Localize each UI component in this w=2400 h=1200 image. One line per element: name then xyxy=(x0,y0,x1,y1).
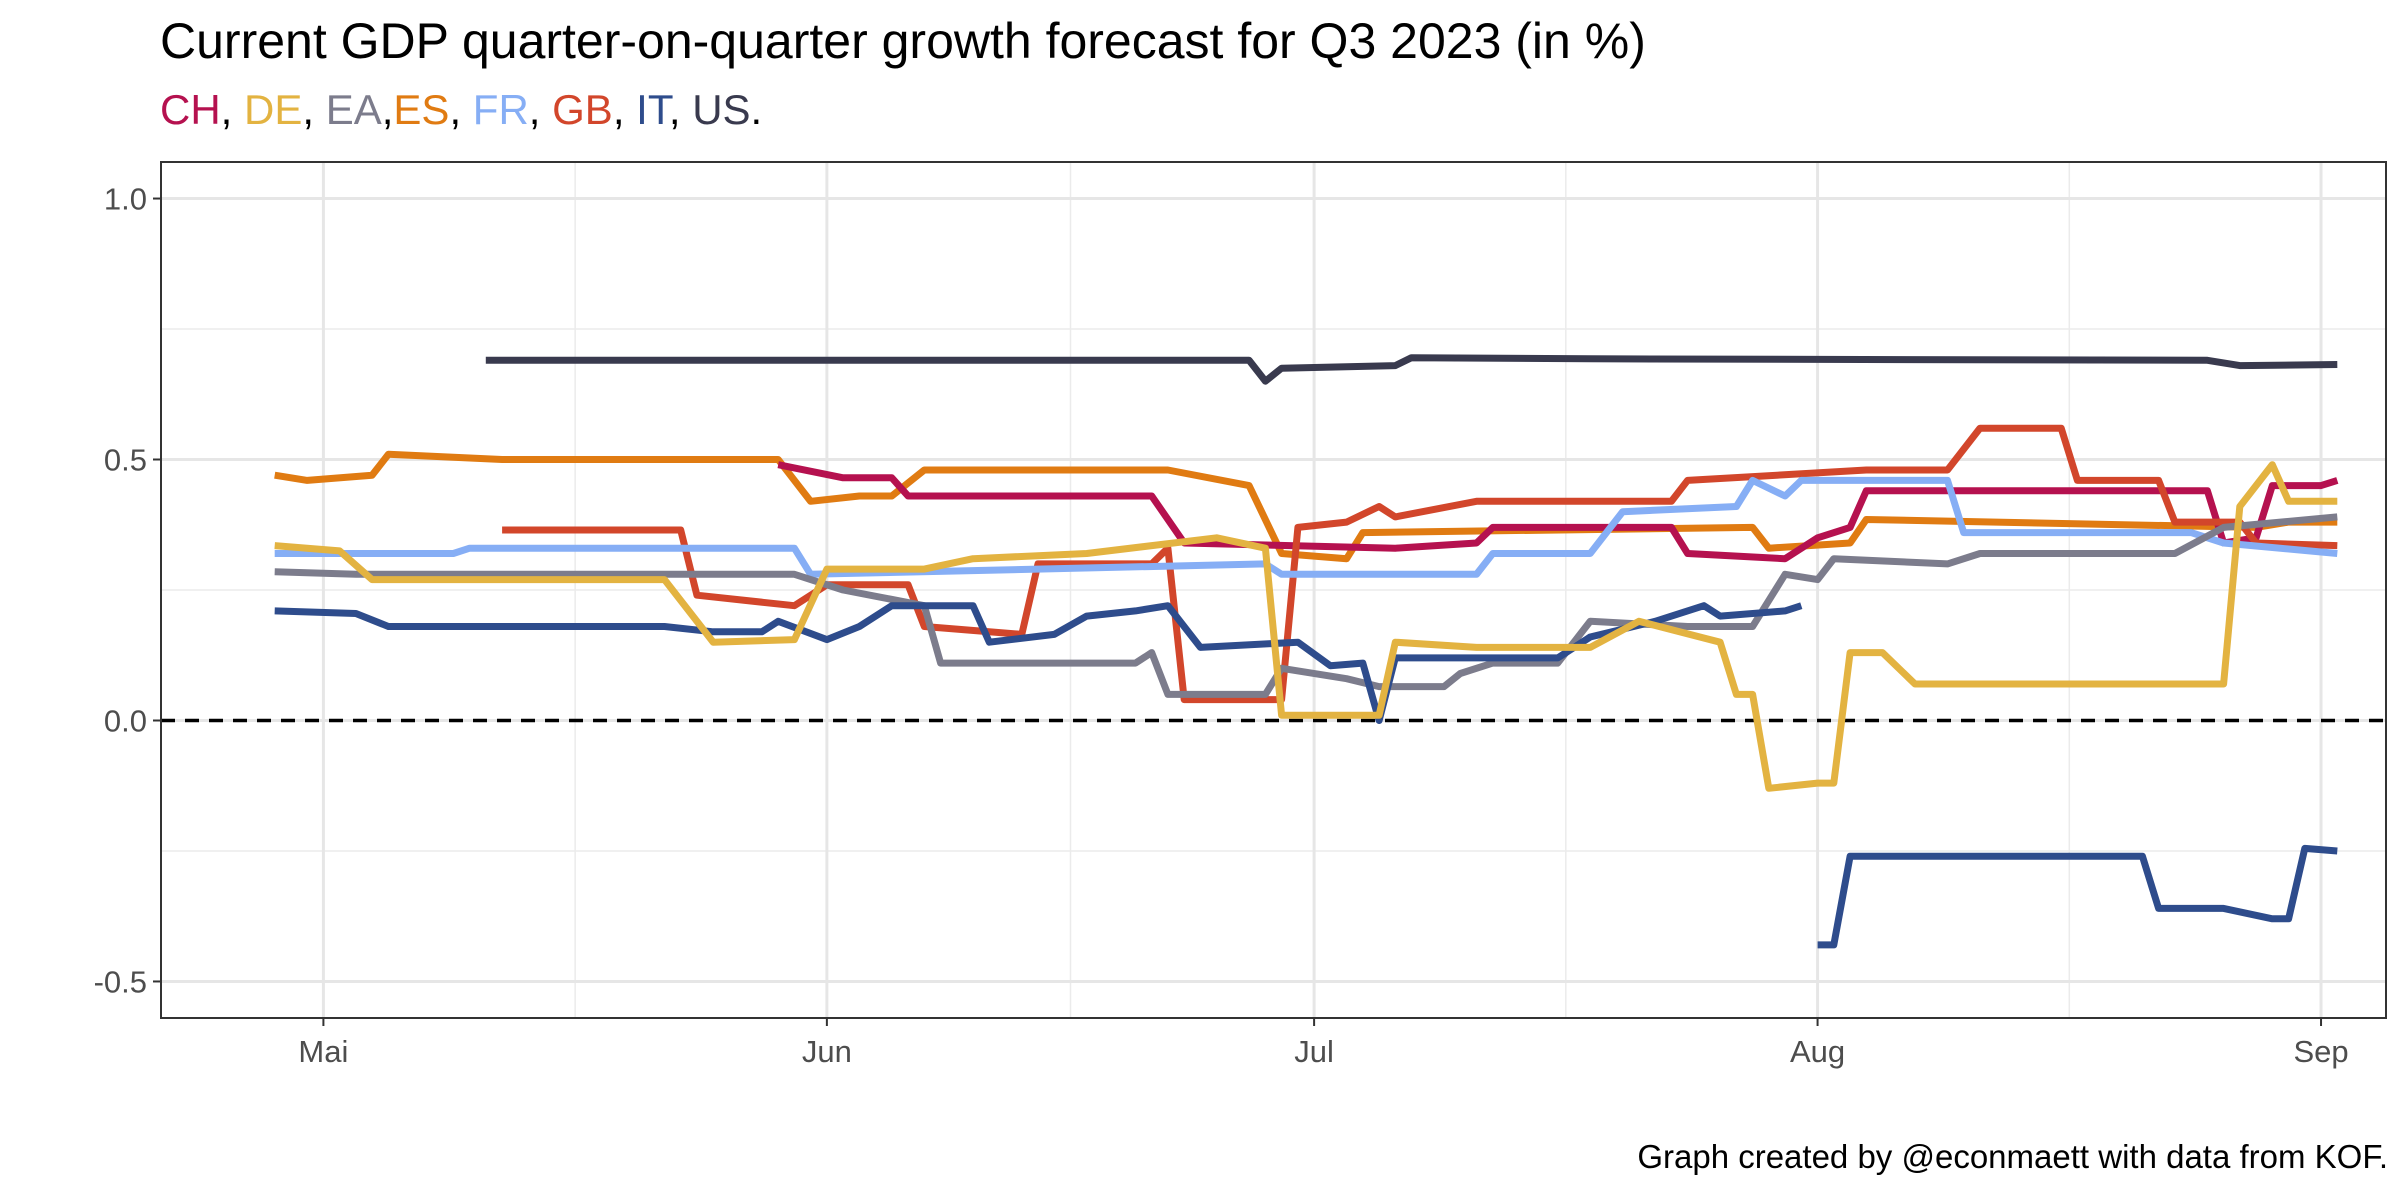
subtitle-part-8: FR xyxy=(472,86,529,133)
y-tick-label: 0.0 xyxy=(104,703,147,738)
x-tick-label: Mai xyxy=(298,1034,348,1069)
subtitle-part-15: . xyxy=(750,86,763,133)
series-line-it xyxy=(274,602,1803,724)
subtitle-part-0: CH xyxy=(160,86,221,133)
series-line-ea xyxy=(274,513,2338,698)
series-line-gb xyxy=(502,424,2338,704)
x-axis-ticks: Mai Jun Jul Aug Sep xyxy=(298,1018,2349,1069)
subtitle-part-10: GB xyxy=(552,86,613,133)
chart-caption: Graph created by @econmaett with data fr… xyxy=(1637,1138,2388,1175)
subtitle-part-11: , xyxy=(612,86,637,133)
subtitle-part-3: , xyxy=(302,86,326,133)
series-line-es xyxy=(274,450,2338,563)
subtitle-part-1: , xyxy=(220,86,245,133)
subtitle-part-6: ES xyxy=(393,86,450,133)
y-tick-label: 0.5 xyxy=(104,443,147,478)
series-lines xyxy=(274,354,2339,949)
subtitle-part-12: IT xyxy=(636,86,669,133)
subtitle-part-9: , xyxy=(528,86,553,133)
chart-title: Current GDP quarter-on-quarter growth fo… xyxy=(160,13,1646,69)
chart-subtitle: CH, DE, EA,ES, FR, GB, IT, US. xyxy=(160,86,762,134)
y-tick-label: -0.5 xyxy=(94,964,147,999)
x-tick-label: Sep xyxy=(2293,1034,2348,1069)
y-axis-ticks: 1.0 0.5 0.0 -0.5 xyxy=(94,182,161,999)
series-line-it xyxy=(1817,844,2338,949)
x-tick-label: Jul xyxy=(1294,1034,1334,1069)
series-line-us xyxy=(485,354,2338,385)
series-line-ch xyxy=(777,461,2339,563)
x-tick-label: Jun xyxy=(802,1034,852,1069)
plot-border xyxy=(160,161,2387,1019)
series-line-fr xyxy=(274,476,2338,578)
x-tick-label: Aug xyxy=(1790,1034,1845,1069)
subtitle-part-2: DE xyxy=(244,86,303,133)
y-tick-label: 1.0 xyxy=(104,182,147,217)
grid-lines xyxy=(161,162,2386,1018)
subtitle-part-7: , xyxy=(449,86,473,133)
subtitle-part-14: US xyxy=(692,86,751,133)
series-line-de xyxy=(274,461,2338,792)
subtitle-part-4: EA xyxy=(325,86,382,133)
subtitle-part-13: , xyxy=(668,86,693,133)
subtitle-part-5: , xyxy=(381,86,394,133)
